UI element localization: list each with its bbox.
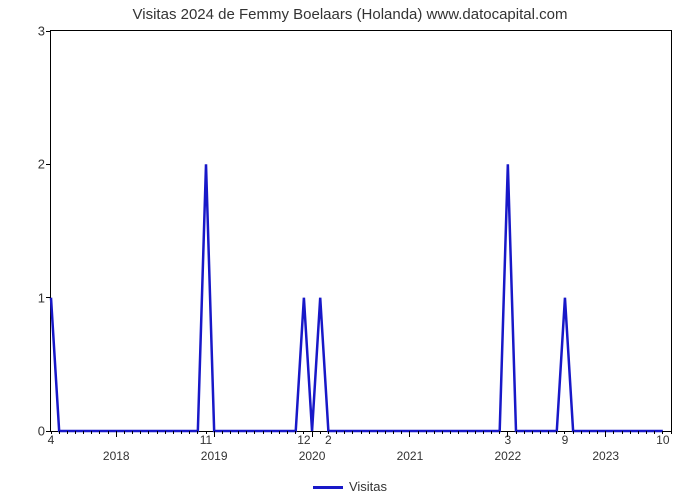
x-minor-tick	[132, 431, 133, 434]
x-major-tick	[214, 431, 215, 437]
x-minor-tick	[361, 431, 362, 434]
x-minor-tick	[157, 431, 158, 434]
x-minor-tick	[646, 431, 647, 434]
x-minor-tick	[91, 431, 92, 434]
x-minor-tick	[442, 431, 443, 434]
x-minor-tick	[638, 431, 639, 434]
x-value-label: 11	[200, 433, 212, 447]
x-minor-tick	[548, 431, 549, 434]
x-minor-tick	[148, 431, 149, 434]
x-minor-tick	[426, 431, 427, 434]
x-minor-tick	[393, 431, 394, 434]
x-major-tick	[312, 431, 313, 437]
x-minor-tick	[67, 431, 68, 434]
x-value-label: 12	[297, 433, 310, 447]
x-minor-tick	[189, 431, 190, 434]
x-minor-tick	[295, 431, 296, 434]
y-axis-label: 2	[38, 157, 45, 172]
line-series	[51, 31, 671, 431]
x-minor-tick	[287, 431, 288, 434]
x-minor-tick	[573, 431, 574, 434]
x-minor-tick	[630, 431, 631, 434]
y-tick	[46, 297, 51, 298]
x-value-label: 4	[48, 433, 55, 447]
x-minor-tick	[352, 431, 353, 434]
x-minor-tick	[556, 431, 557, 434]
y-tick	[46, 31, 51, 32]
legend-swatch	[313, 486, 343, 489]
x-minor-tick	[377, 431, 378, 434]
x-value-label: 3	[504, 433, 511, 447]
x-minor-tick	[222, 431, 223, 434]
y-axis-label: 1	[38, 290, 45, 305]
x-minor-tick	[165, 431, 166, 434]
x-minor-tick	[197, 431, 198, 434]
x-minor-tick	[581, 431, 582, 434]
x-minor-tick	[238, 431, 239, 434]
x-year-label: 2023	[592, 449, 619, 463]
x-minor-tick	[124, 431, 125, 434]
x-minor-tick	[597, 431, 598, 434]
legend-label: Visitas	[349, 479, 387, 494]
chart-title: Visitas 2024 de Femmy Boelaars (Holanda)…	[0, 6, 700, 23]
x-year-label: 2021	[397, 449, 424, 463]
x-value-label: 9	[562, 433, 569, 447]
x-minor-tick	[532, 431, 533, 434]
y-tick	[46, 164, 51, 165]
x-minor-tick	[613, 431, 614, 434]
x-minor-tick	[246, 431, 247, 434]
x-major-tick	[409, 431, 410, 437]
x-minor-tick	[499, 431, 500, 434]
x-minor-tick	[369, 431, 370, 434]
x-minor-tick	[450, 431, 451, 434]
x-minor-tick	[654, 431, 655, 434]
x-minor-tick	[173, 431, 174, 434]
x-year-label: 2022	[494, 449, 521, 463]
x-year-label: 2018	[103, 449, 130, 463]
x-minor-tick	[83, 431, 84, 434]
x-minor-tick	[181, 431, 182, 434]
x-minor-tick	[524, 431, 525, 434]
x-minor-tick	[263, 431, 264, 434]
x-minor-tick	[516, 431, 517, 434]
x-minor-tick	[540, 431, 541, 434]
x-minor-tick	[483, 431, 484, 434]
x-minor-tick	[230, 431, 231, 434]
x-year-label: 2019	[201, 449, 228, 463]
x-major-tick	[605, 431, 606, 437]
chart-container: Visitas 2024 de Femmy Boelaars (Holanda)…	[0, 0, 700, 500]
x-minor-tick	[418, 431, 419, 434]
x-minor-tick	[254, 431, 255, 434]
x-minor-tick	[475, 431, 476, 434]
x-value-label: 2	[325, 433, 332, 447]
x-minor-tick	[271, 431, 272, 434]
x-minor-tick	[385, 431, 386, 434]
x-minor-tick	[401, 431, 402, 434]
x-minor-tick	[622, 431, 623, 434]
x-minor-tick	[336, 431, 337, 434]
y-axis-label: 3	[38, 24, 45, 39]
legend: Visitas	[0, 479, 700, 494]
x-minor-tick	[458, 431, 459, 434]
x-minor-tick	[467, 431, 468, 434]
x-minor-tick	[434, 431, 435, 434]
x-value-label: 10	[656, 433, 669, 447]
x-minor-tick	[491, 431, 492, 434]
x-minor-tick	[99, 431, 100, 434]
x-year-label: 2020	[299, 449, 326, 463]
y-axis-label: 0	[38, 424, 45, 439]
x-minor-tick	[75, 431, 76, 434]
x-minor-tick	[59, 431, 60, 434]
x-major-tick	[116, 431, 117, 437]
x-minor-tick	[589, 431, 590, 434]
x-minor-tick	[320, 431, 321, 434]
x-minor-tick	[671, 431, 672, 434]
x-minor-tick	[140, 431, 141, 434]
x-minor-tick	[108, 431, 109, 434]
x-minor-tick	[344, 431, 345, 434]
x-minor-tick	[279, 431, 280, 434]
plot-area: 01234111223910201820192020202120222023	[50, 30, 672, 432]
